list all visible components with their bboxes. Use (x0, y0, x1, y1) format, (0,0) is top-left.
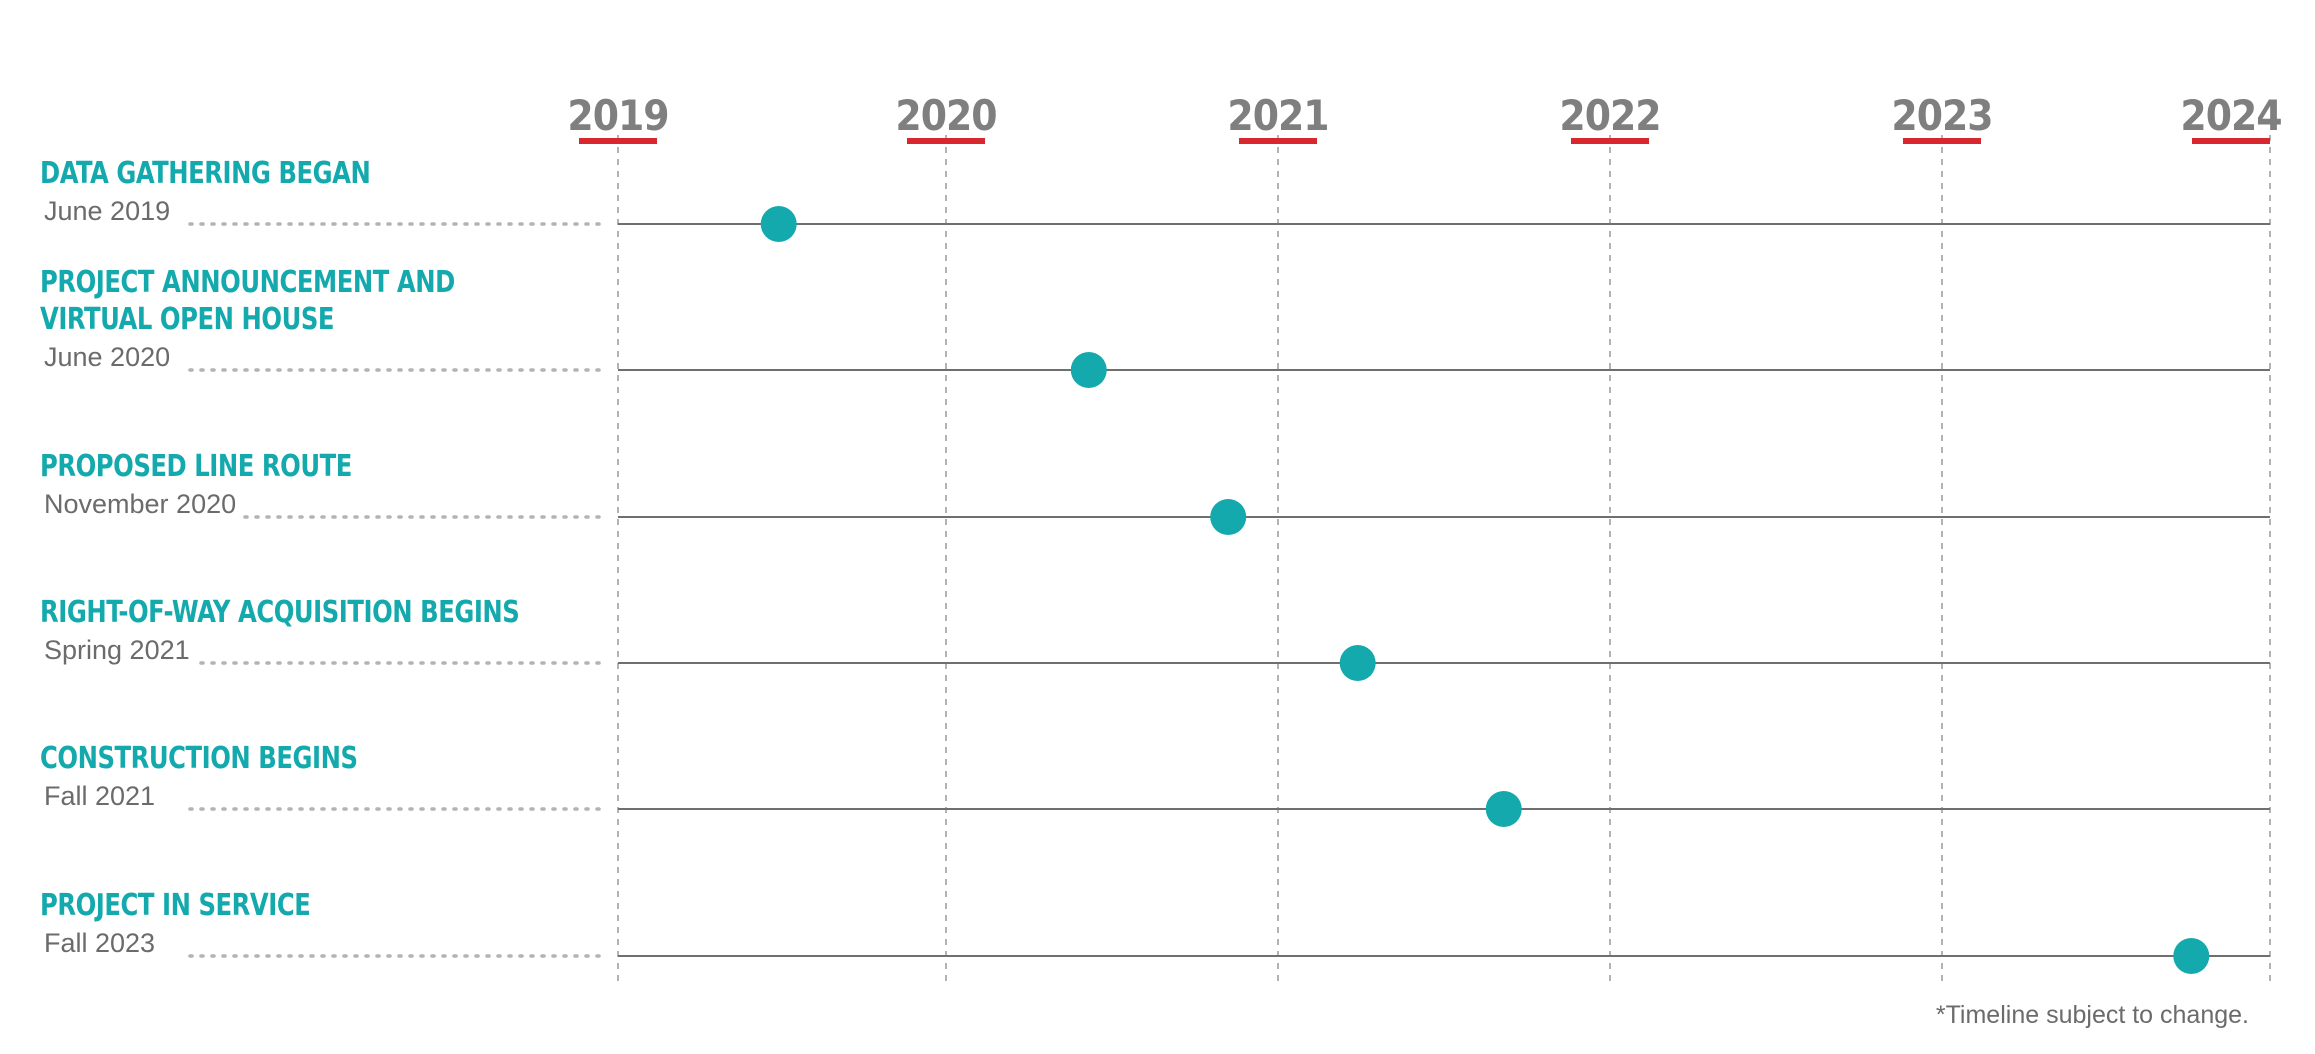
year-label: 2022 (1559, 91, 1660, 140)
year-label: 2020 (895, 91, 996, 140)
milestone-dot (1485, 791, 1522, 827)
milestone-title: DATA GATHERING BEGAN (40, 156, 371, 191)
year-label: 2021 (1227, 91, 1328, 140)
year-label: 2023 (1891, 91, 1992, 140)
milestone-date: June 2019 (44, 196, 177, 226)
year-underline (2192, 138, 2270, 144)
year-underline (1239, 138, 1317, 144)
milestone-title: CONSTRUCTION BEGINS (40, 741, 358, 776)
milestone-date: Spring 2021 (44, 635, 196, 665)
year-label: 2024 (2180, 91, 2281, 140)
milestone-dot (2173, 938, 2210, 974)
milestone-date: Fall 2021 (44, 781, 162, 811)
milestone-date: Fall 2023 (44, 928, 162, 958)
year-label: 2019 (567, 91, 668, 140)
year-underline (907, 138, 985, 144)
milestone-title: PROJECT ANNOUNCEMENT AND VIRTUAL OPEN HO… (40, 265, 455, 337)
milestone-dot (1339, 645, 1376, 681)
milestone-date: June 2020 (44, 342, 177, 372)
milestone-title: PROPOSED LINE ROUTE (40, 449, 352, 484)
footnote: *Timeline subject to change. (1935, 1001, 2249, 1029)
milestone-title: PROJECT IN SERVICE (40, 888, 311, 923)
milestone-dot (1210, 499, 1247, 535)
year-underline (1903, 138, 1981, 144)
year-underline (579, 138, 657, 144)
milestone-dot (1070, 352, 1107, 388)
milestone-title: RIGHT-OF-WAY ACQUISITION BEGINS (40, 595, 520, 630)
year-underline (1571, 138, 1649, 144)
milestone-date: November 2020 (44, 489, 243, 519)
milestone-dot (760, 206, 797, 242)
